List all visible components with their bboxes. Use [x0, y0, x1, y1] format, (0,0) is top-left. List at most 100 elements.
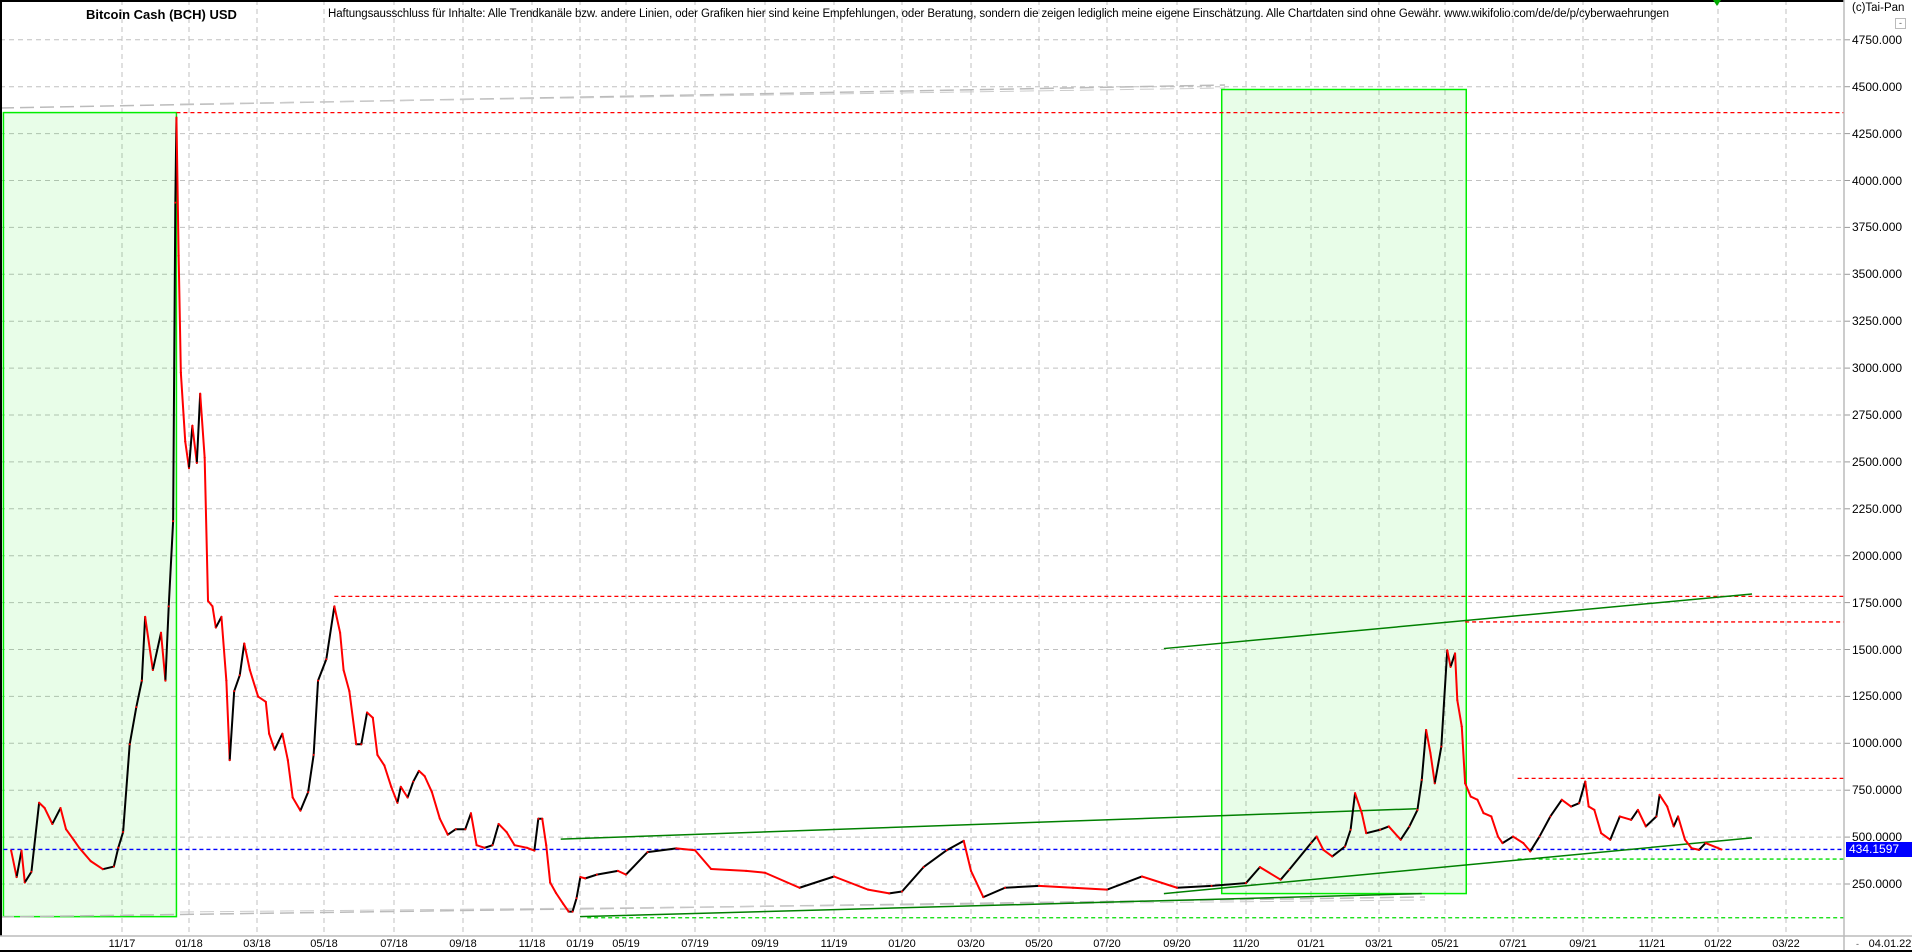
- y-tick-label: 750.0000: [1852, 783, 1903, 798]
- price-point: [694, 849, 696, 852]
- price-point: [376, 753, 379, 756]
- price-point: [555, 892, 557, 895]
- copyright-label: (c)Tai-Pan: [1852, 2, 1905, 14]
- price-point: [1440, 745, 1443, 748]
- price-segment: [545, 844, 552, 884]
- price-segment: [233, 674, 241, 693]
- price-point: [1684, 838, 1686, 841]
- y-tick-label: 4000.000: [1852, 173, 1903, 188]
- price-segment: [575, 876, 582, 900]
- price-point: [72, 838, 75, 841]
- price-point: [333, 605, 336, 608]
- price-segment: [220, 615, 228, 682]
- current-date-label: 04.01.22: [1868, 938, 1912, 950]
- price-segment: [533, 817, 540, 852]
- collapse-button[interactable]: -: [1895, 18, 1906, 29]
- price-segment: [1416, 778, 1423, 811]
- price-point: [1497, 835, 1500, 838]
- price-segment: [257, 695, 267, 703]
- y-tick-label: 1250.000: [1852, 689, 1903, 704]
- price-point: [172, 520, 175, 523]
- price-segment: [1609, 815, 1621, 841]
- price-segment: [59, 807, 68, 831]
- price-segment: [211, 605, 217, 629]
- y-tick-label: 250.0000: [1852, 877, 1903, 891]
- price-point: [164, 679, 167, 682]
- price-segment: [1584, 780, 1590, 808]
- x-tick-label: 11/18: [518, 938, 546, 950]
- price-point: [214, 626, 217, 629]
- price-point: [745, 869, 748, 872]
- highlight-zone: [1220, 88, 1468, 895]
- price-point: [199, 392, 202, 395]
- x-tick-label: 11/20: [1232, 938, 1260, 950]
- fan-line-bottom-2: [179, 899, 1426, 913]
- x-tick-label: 05/21: [1431, 938, 1459, 950]
- price-point: [51, 822, 54, 825]
- price-point: [541, 817, 544, 820]
- price-point: [38, 801, 41, 804]
- price-point: [238, 674, 241, 677]
- y-tick-label: 2000.000: [1852, 548, 1903, 563]
- price-point: [888, 892, 891, 895]
- price-point: [144, 615, 147, 618]
- price-point: [1416, 808, 1419, 811]
- price-segment: [513, 844, 529, 849]
- price-segment: [549, 881, 557, 895]
- price-point: [982, 896, 985, 899]
- y-tick-label: 4750.000: [1852, 32, 1903, 47]
- price-point: [342, 668, 345, 671]
- price-point: [325, 658, 328, 661]
- price-point: [1704, 842, 1707, 845]
- price-segment: [1469, 795, 1479, 801]
- price-point: [1349, 828, 1352, 831]
- price-segment: [1464, 782, 1472, 798]
- y-tick-label: 3250.000: [1852, 314, 1903, 329]
- price-point: [1446, 649, 1449, 652]
- trend-line: [1163, 837, 1753, 895]
- price-segment: [65, 828, 75, 841]
- price-segment: [1420, 728, 1428, 781]
- price-segment: [1490, 815, 1500, 838]
- price-segment: [238, 642, 246, 677]
- x-tick-label: 01/19: [566, 938, 594, 950]
- price-segment: [625, 851, 649, 876]
- trend-lines: [560, 593, 1753, 918]
- price-segment: [1684, 838, 1693, 850]
- price-point: [175, 116, 178, 119]
- price-point: [167, 605, 170, 608]
- price-point: [399, 785, 402, 788]
- price-point: [10, 849, 13, 852]
- price-segment: [23, 870, 33, 884]
- price-segment: [595, 869, 619, 876]
- price-segment: [195, 392, 202, 464]
- x-tick-label: 11/19: [820, 938, 848, 950]
- trend-line: [579, 892, 1422, 918]
- price-segment: [584, 873, 598, 880]
- price-segment: [1636, 808, 1647, 828]
- price-point: [355, 743, 358, 746]
- price-segment: [172, 201, 177, 523]
- price-point: [575, 897, 578, 900]
- price-segment: [214, 615, 223, 629]
- price-point: [174, 201, 177, 204]
- price-segment: [390, 785, 399, 804]
- price-segment: [348, 690, 358, 746]
- price-segment: [160, 631, 167, 682]
- price-point: [901, 890, 903, 893]
- price-segment: [371, 716, 379, 756]
- price-point: [675, 847, 678, 850]
- price-segment: [970, 869, 985, 899]
- price-point: [406, 796, 409, 799]
- price-point: [491, 844, 494, 847]
- price-segment: [1387, 825, 1402, 841]
- price-segment: [1690, 847, 1701, 851]
- price-point: [128, 743, 131, 746]
- price-point: [177, 254, 180, 257]
- price-segment: [1004, 884, 1040, 889]
- price-point: [1698, 848, 1701, 851]
- price-segment: [203, 456, 210, 602]
- price-segment: [1429, 752, 1436, 785]
- price-point: [464, 828, 467, 831]
